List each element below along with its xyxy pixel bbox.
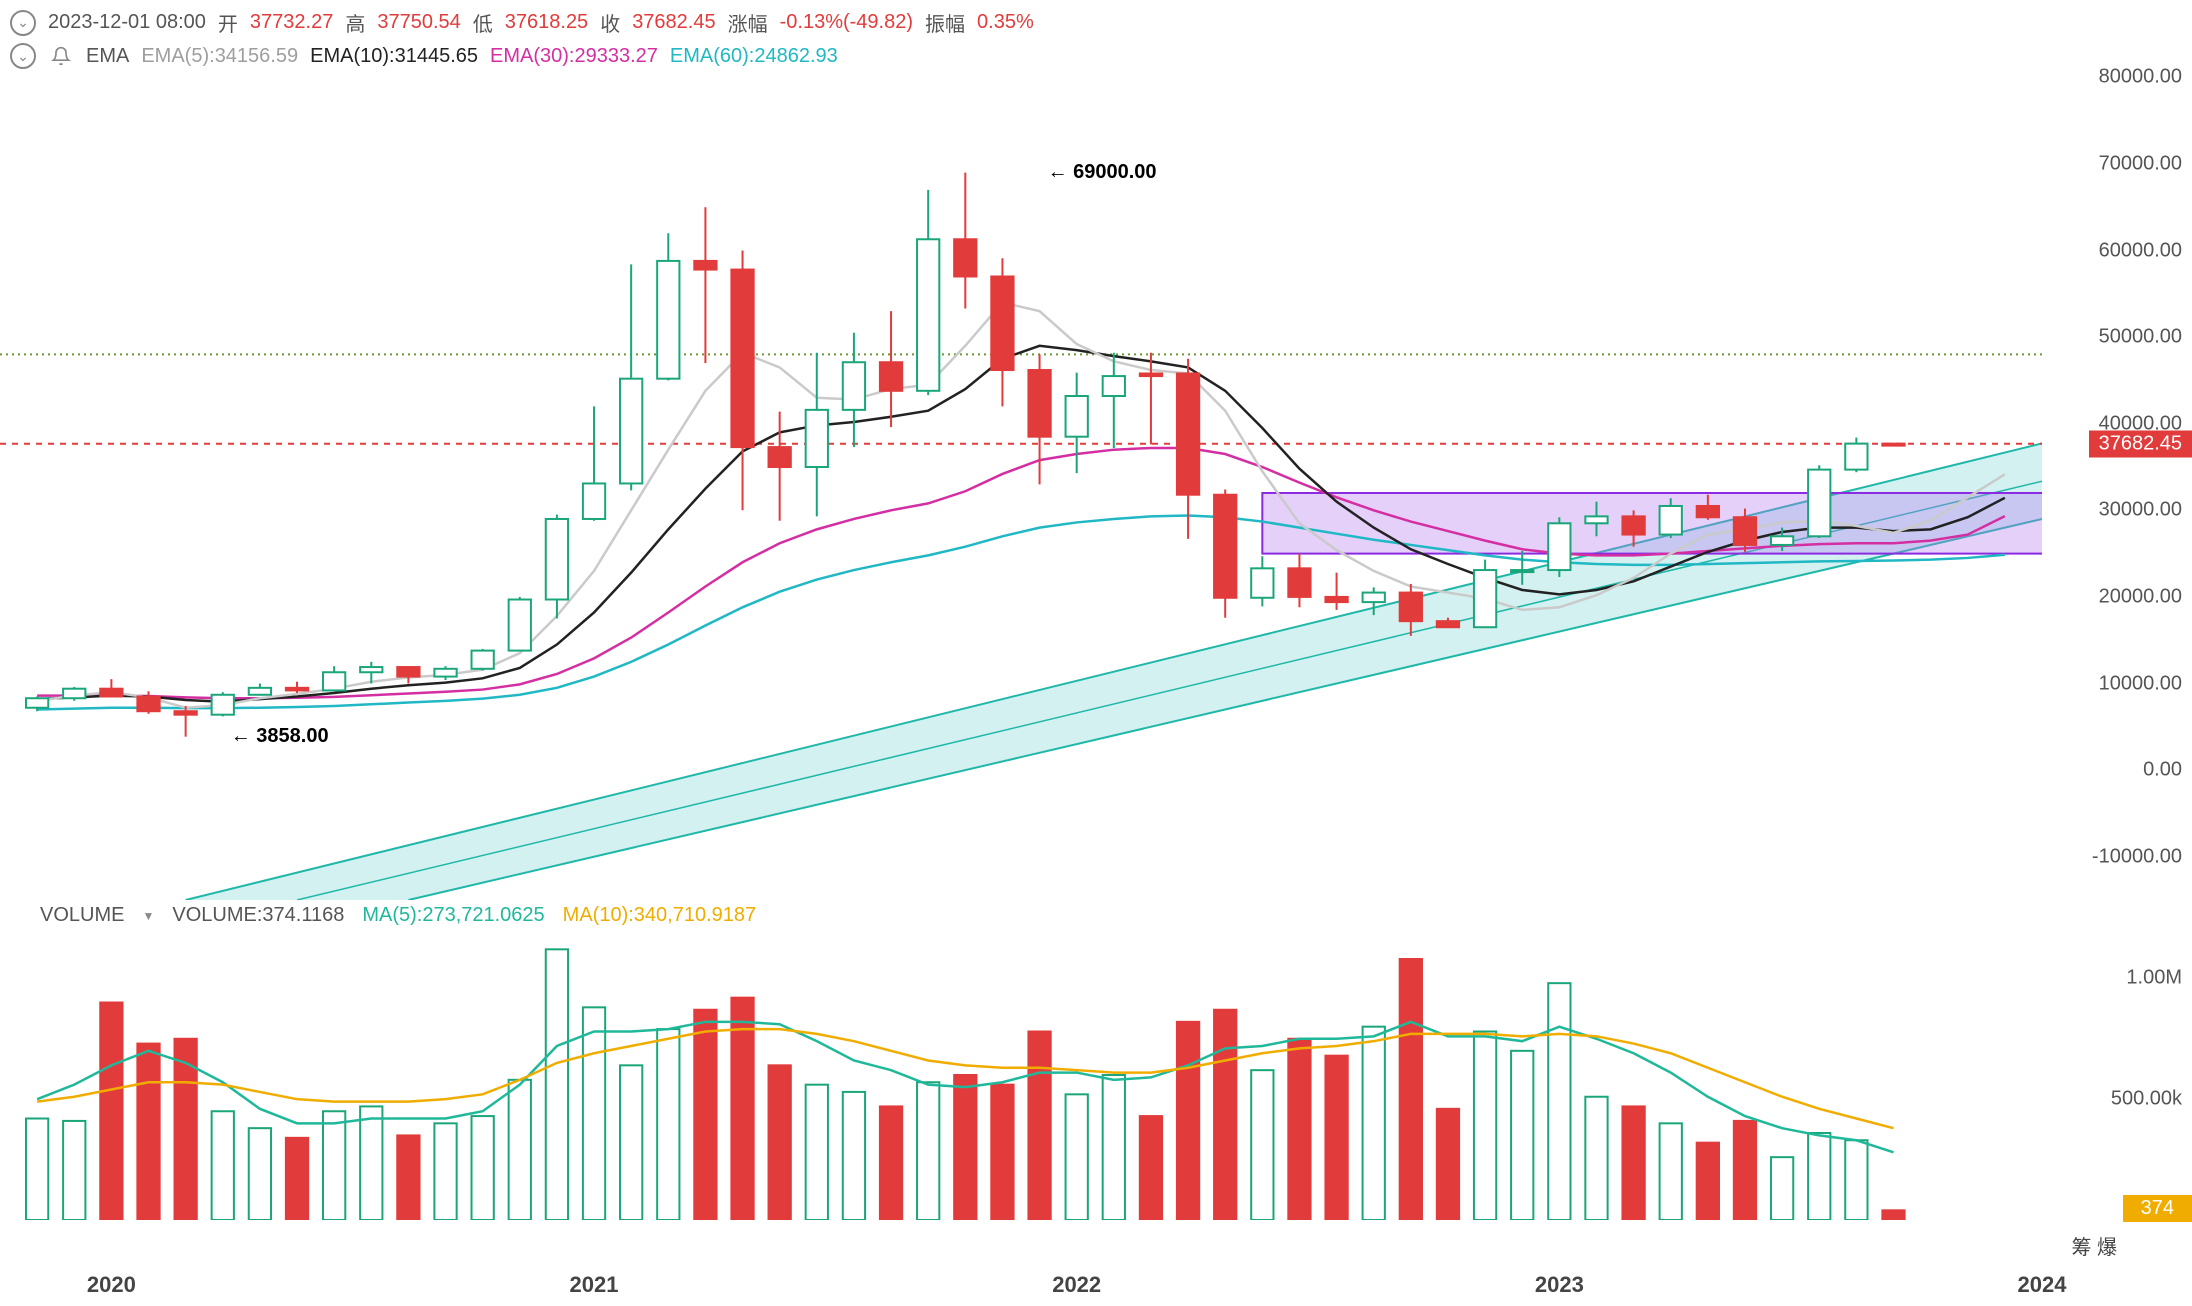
volume-tick: 1.00M (2126, 967, 2182, 990)
volume-label: VOLUME (40, 904, 124, 927)
volume-badge: 374 (2123, 1195, 2192, 1222)
current-price-badge: 37682.45 (2089, 430, 2192, 457)
price-tick: -10000.00 (2092, 845, 2182, 868)
vol-ma10-text: MA(10):340,710.9187 (563, 904, 756, 927)
amp-label: 振幅 (925, 8, 965, 37)
bottom-right-label: 筹 爆 (2071, 1231, 2117, 1260)
close-label: 收 (600, 8, 620, 37)
x-tick: 2024 (2018, 1272, 2067, 1298)
x-tick: 2020 (87, 1272, 136, 1298)
low-value: 37618.25 (505, 11, 588, 34)
dropdown-icon[interactable]: ▼ (142, 909, 154, 923)
annotation: ← 3858.00 (231, 725, 329, 748)
price-tick: 20000.00 (2099, 585, 2182, 608)
open-label: 开 (218, 8, 238, 37)
volume-value-text: VOLUME:374.1168 (172, 904, 344, 927)
price-tick: 70000.00 (2099, 152, 2182, 175)
annotation: ← 69000.00 (1048, 161, 1157, 184)
amp-value: 0.35% (977, 11, 1034, 34)
volume-tick: 500.00k (2111, 1088, 2182, 1111)
x-axis: 20202021202220232024 (0, 1266, 2042, 1306)
x-tick: 2023 (1535, 1272, 1584, 1298)
chg-value: -0.13%(-49.82) (780, 11, 913, 34)
price-tick: 50000.00 (2099, 326, 2182, 349)
volume-chart[interactable] (0, 930, 2042, 1220)
price-tick: 10000.00 (2099, 672, 2182, 695)
x-tick: 2022 (1052, 1272, 1101, 1298)
price-chart[interactable] (0, 60, 2042, 900)
price-tick: 0.00 (2143, 759, 2182, 782)
close-value: 37682.45 (632, 11, 715, 34)
chevron-down-icon[interactable]: ⌄ (10, 10, 36, 36)
low-label: 低 (473, 8, 493, 37)
volume-y-axis: 500.00k 1.00M 374 (2042, 930, 2192, 1220)
chg-label: 涨幅 (728, 8, 768, 37)
price-tick: 30000.00 (2099, 499, 2182, 522)
price-y-axis: -10000.000.0010000.0020000.0030000.00400… (2042, 60, 2192, 900)
date-text: 2023-12-01 08:00 (48, 11, 206, 34)
volume-header: VOLUME ▼ VOLUME:374.1168 MA(5):273,721.0… (40, 904, 756, 927)
vol-ma5-text: MA(5):273,721.0625 (362, 904, 544, 927)
price-tick: 80000.00 (2099, 66, 2182, 89)
price-tick: 60000.00 (2099, 239, 2182, 262)
high-value: 37750.54 (377, 11, 460, 34)
high-label: 高 (345, 8, 365, 37)
x-tick: 2021 (570, 1272, 619, 1298)
open-value: 37732.27 (250, 11, 333, 34)
